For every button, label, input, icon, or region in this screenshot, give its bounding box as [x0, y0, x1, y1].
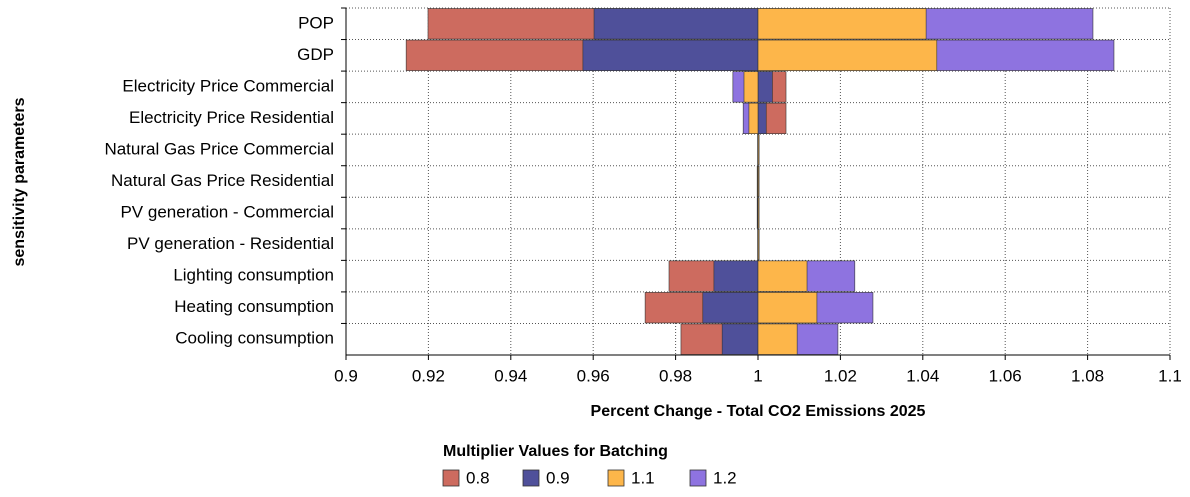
x-tick-label: 0.9: [334, 366, 358, 385]
bar: [757, 134, 760, 166]
y-tick-label: Heating consumption: [174, 297, 334, 316]
y-tick-label: GDP: [297, 45, 334, 64]
x-tick-label: 1.02: [824, 366, 857, 385]
bar: [757, 8, 927, 40]
legend-swatch: [442, 469, 460, 487]
bar: [757, 71, 773, 103]
y-tick-label: Natural Gas Price Residential: [111, 171, 334, 190]
bar: [757, 260, 808, 292]
x-tick-label: 0.96: [577, 366, 610, 385]
bar: [757, 39, 938, 71]
x-tick-label: 0.92: [412, 366, 445, 385]
legend-swatch: [689, 469, 707, 487]
bar: [757, 229, 760, 261]
x-tick-label: 0.98: [659, 366, 692, 385]
x-tick-label: 1.08: [1071, 366, 1104, 385]
bar: [757, 323, 798, 355]
y-tick-label: Lighting consumption: [173, 266, 334, 285]
y-axis-label: sensitivity parameters: [11, 97, 28, 266]
bar: [757, 165, 759, 198]
bar: [702, 292, 759, 324]
bar: [748, 102, 759, 134]
bar: [593, 8, 759, 40]
y-tick-label: Electricity Price Residential: [129, 108, 334, 127]
y-tick-label: POP: [298, 13, 334, 32]
bar: [582, 39, 759, 71]
x-tick-label: 1.06: [989, 366, 1022, 385]
legend-swatch: [522, 469, 540, 487]
y-tick-label: PV generation - Residential: [127, 234, 334, 253]
legend-title: Multiplier Values for Batching: [443, 443, 668, 460]
bar: [721, 323, 759, 355]
y-tick-label: Electricity Price Commercial: [122, 76, 334, 95]
y-tick-label: Cooling consumption: [175, 329, 334, 348]
legend-label: 1.1: [631, 468, 655, 487]
x-tick-label: 1: [753, 366, 762, 385]
bar: [757, 197, 760, 229]
legend-label: 0.9: [546, 468, 570, 487]
x-tick-label: 0.94: [494, 366, 527, 385]
y-tick-label: Natural Gas Price Commercial: [104, 139, 334, 158]
legend-label: 0.8: [466, 468, 490, 487]
bar: [757, 102, 767, 134]
bar: [757, 292, 818, 324]
bar: [713, 260, 759, 292]
x-tick-label: 1.1: [1158, 366, 1182, 385]
bar: [743, 71, 759, 103]
legend-label: 1.2: [713, 468, 737, 487]
legend-swatch: [607, 469, 625, 487]
x-tick-label: 1.04: [906, 366, 939, 385]
x-axis-label: Percent Change - Total CO2 Emissions 202…: [591, 403, 926, 420]
y-tick-label: PV generation - Commercial: [120, 203, 334, 222]
